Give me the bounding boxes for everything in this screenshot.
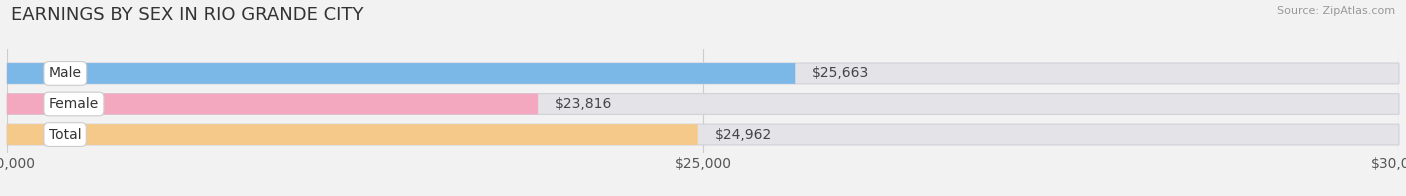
Text: Total: Total	[49, 128, 82, 142]
FancyBboxPatch shape	[7, 124, 697, 145]
Text: $25,663: $25,663	[813, 66, 869, 80]
Text: Source: ZipAtlas.com: Source: ZipAtlas.com	[1277, 6, 1395, 16]
FancyBboxPatch shape	[7, 63, 796, 84]
Text: Male: Male	[49, 66, 82, 80]
FancyBboxPatch shape	[7, 94, 1399, 114]
Text: $23,816: $23,816	[555, 97, 612, 111]
Text: $24,962: $24,962	[714, 128, 772, 142]
FancyBboxPatch shape	[7, 63, 1399, 84]
Text: EARNINGS BY SEX IN RIO GRANDE CITY: EARNINGS BY SEX IN RIO GRANDE CITY	[11, 6, 364, 24]
FancyBboxPatch shape	[7, 124, 1399, 145]
Text: Female: Female	[49, 97, 98, 111]
FancyBboxPatch shape	[7, 94, 538, 114]
